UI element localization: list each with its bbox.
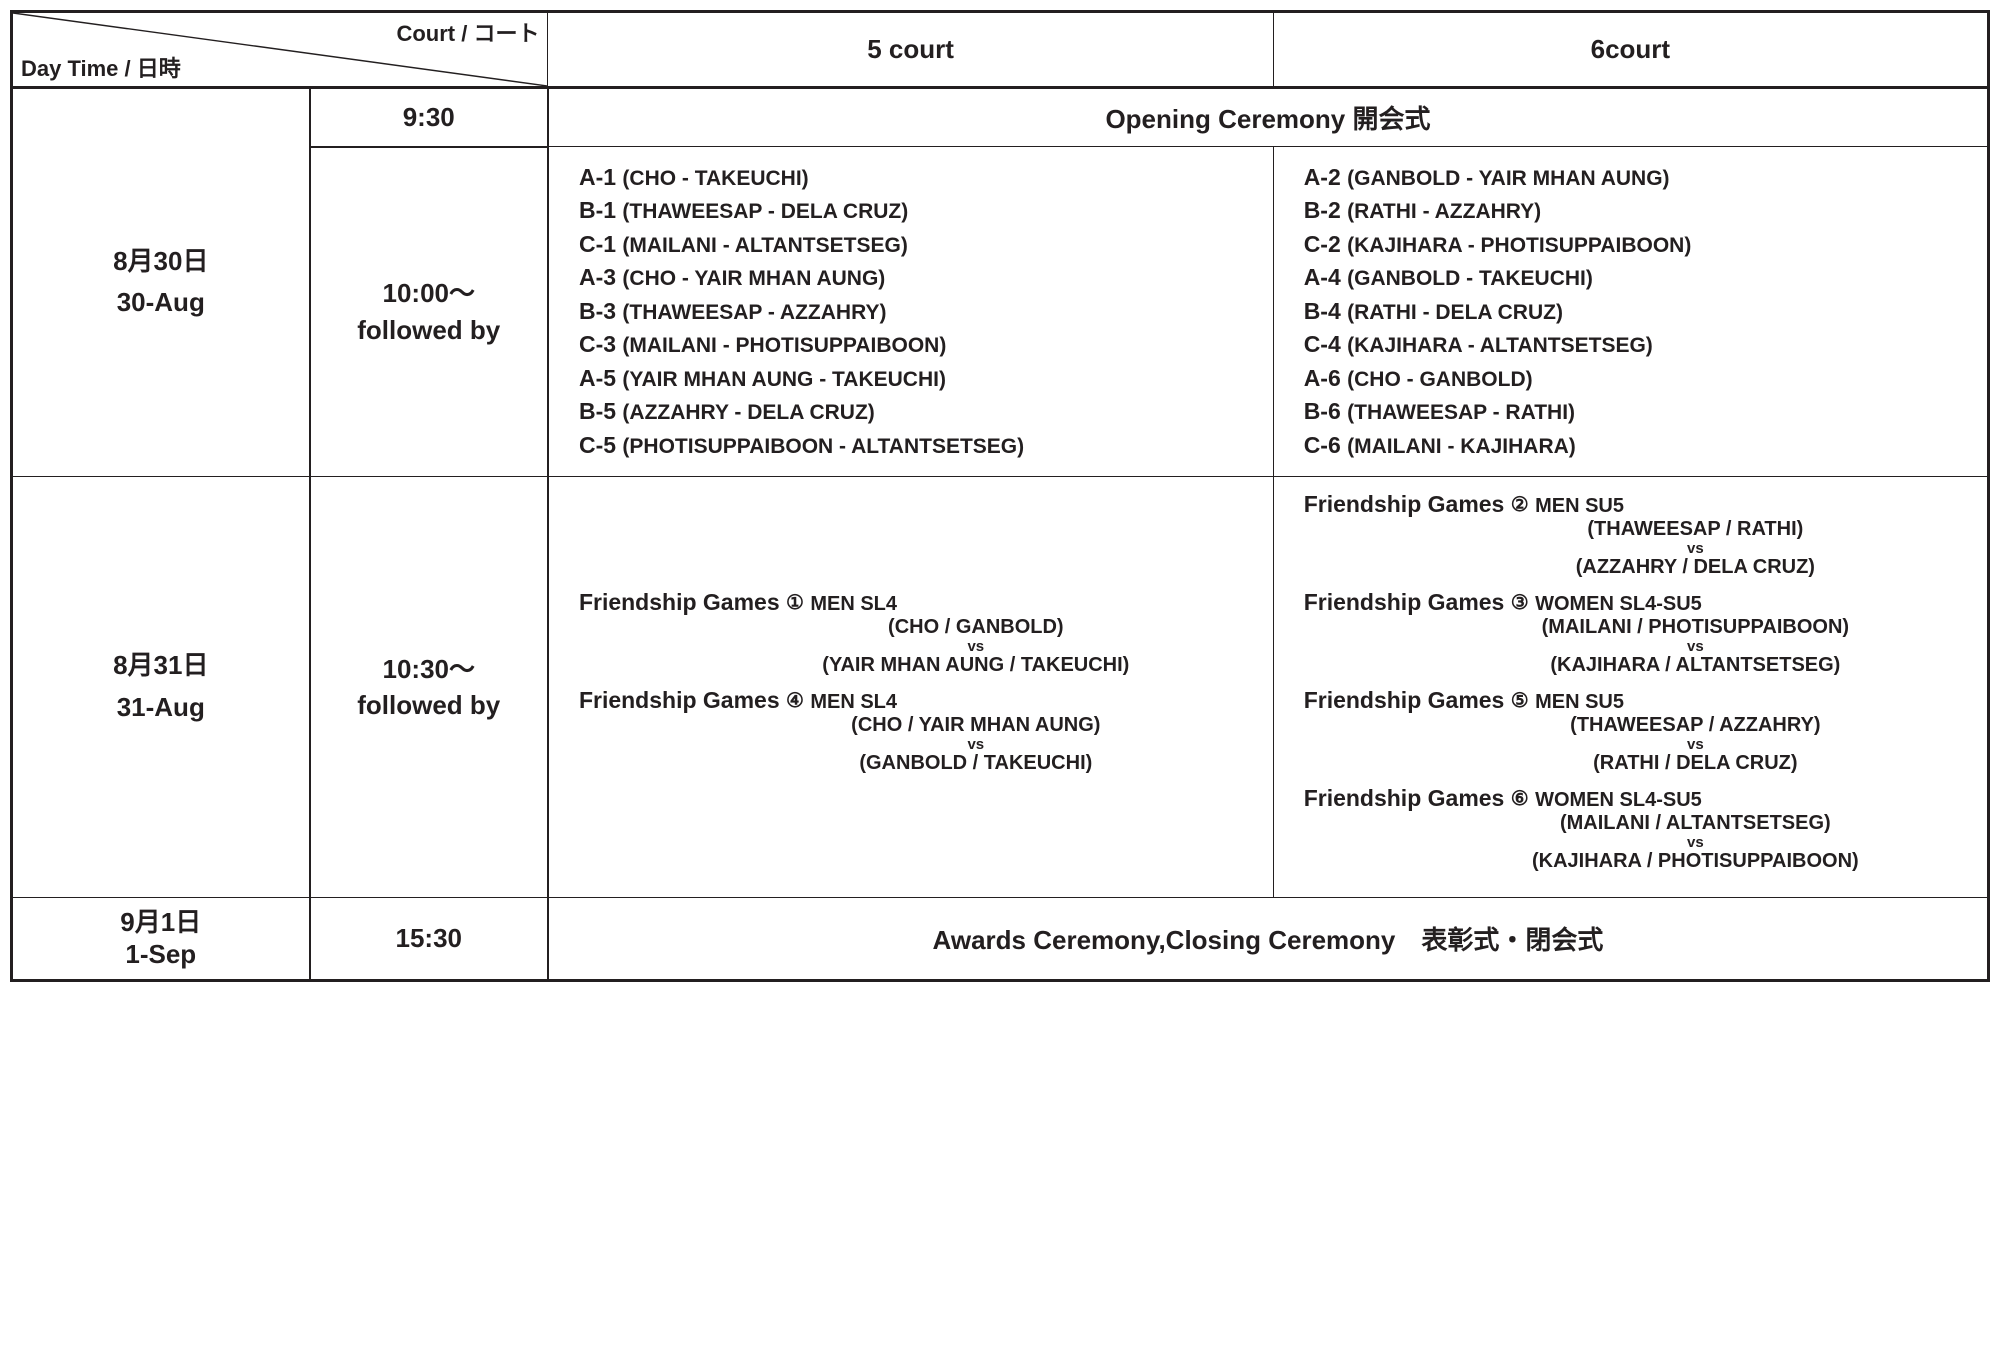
day1-date-en: 30-Aug [14, 282, 308, 324]
day3-date: 9月1日 1-Sep [12, 897, 310, 980]
match-line: A-4 (GANBOLD - TAKEUCHI) [1304, 261, 1977, 294]
day1-time1: 9:30 [310, 88, 548, 147]
fg-title: Friendship Games ⑤ MEN SU5 [1304, 687, 1977, 714]
match-line: C-2 (KAJIHARA - PHOTISUPPAIBOON) [1304, 228, 1977, 261]
match-line: C-5 (PHOTISUPPAIBOON - ALTANTSETSEG) [579, 429, 1263, 462]
fg-vs: vs [1304, 835, 1977, 850]
day2-row: 8月31日 31-Aug 10:30〜 followed by Friendsh… [12, 476, 1989, 897]
fg-team2: (KAJIHARA / PHOTISUPPAIBOON) [1304, 850, 1977, 873]
match-line: A-3 (CHO - YAIR MHAN AUNG) [579, 261, 1263, 294]
fg-title: Friendship Games ⑥ WOMEN SL4-SU5 [1304, 785, 1977, 812]
friendship-game: Friendship Games ① MEN SL4(CHO / GANBOLD… [579, 589, 1263, 677]
match-line: B-3 (THAWEESAP - AZZAHRY) [579, 295, 1263, 328]
friendship-game: Friendship Games ⑥ WOMEN SL4-SU5(MAILANI… [1304, 785, 1977, 873]
fg-team1: (THAWEESAP / AZZAHRY) [1304, 714, 1977, 737]
match-line: C-3 (MAILANI - PHOTISUPPAIBOON) [579, 328, 1263, 361]
day1-time2-l2: followed by [317, 312, 541, 348]
match-line: B-6 (THAWEESAP - RATHI) [1304, 395, 1977, 428]
day2-time-l2: followed by [317, 687, 541, 723]
match-line: A-6 (CHO - GANBOLD) [1304, 362, 1977, 395]
match-line: A-5 (YAIR MHAN AUNG - TAKEUCHI) [579, 362, 1263, 395]
fg-team1: (CHO / GANBOLD) [579, 616, 1263, 639]
match-line: C-1 (MAILANI - ALTANTSETSEG) [579, 228, 1263, 261]
fg-title: Friendship Games ③ WOMEN SL4-SU5 [1304, 589, 1977, 616]
match-line: B-1 (THAWEESAP - DELA CRUZ) [579, 194, 1263, 227]
match-line: C-4 (KAJIHARA - ALTANTSETSEG) [1304, 328, 1977, 361]
fg-team2: (AZZAHRY / DELA CRUZ) [1304, 556, 1977, 579]
opening-ceremony: Opening Ceremony 開会式 [548, 88, 1989, 147]
fg-vs: vs [579, 639, 1263, 654]
day3-date-en: 1-Sep [13, 938, 309, 971]
fg-title: Friendship Games ④ MEN SL4 [579, 687, 1263, 714]
friendship-game: Friendship Games ⑤ MEN SU5(THAWEESAP / A… [1304, 687, 1977, 775]
day2-date: 8月31日 31-Aug [12, 476, 310, 897]
fg-vs: vs [579, 737, 1263, 752]
day2-date-en: 31-Aug [14, 687, 308, 729]
day2-time: 10:30〜 followed by [310, 476, 548, 897]
day1-time2: 10:00〜 followed by [310, 147, 548, 477]
friendship-game: Friendship Games ③ WOMEN SL4-SU5(MAILANI… [1304, 589, 1977, 677]
day2-court6: Friendship Games ② MEN SU5(THAWEESAP / R… [1273, 476, 1988, 897]
fg-title: Friendship Games ② MEN SU5 [1304, 491, 1977, 518]
day3-row: 9月1日 1-Sep 15:30 Awards Ceremony,Closing… [12, 897, 1989, 980]
fg-vs: vs [1304, 541, 1977, 556]
day3-date-jp: 9月1日 [13, 906, 309, 939]
day1-time2-l1: 10:00〜 [317, 275, 541, 311]
match-line: B-2 (RATHI - AZZAHRY) [1304, 194, 1977, 227]
match-line: A-1 (CHO - TAKEUCHI) [579, 161, 1263, 194]
fg-team2: (GANBOLD / TAKEUCHI) [579, 752, 1263, 775]
day1-court6: A-2 (GANBOLD - YAIR MHAN AUNG)B-2 (RATHI… [1273, 147, 1988, 477]
fg-team2: (KAJIHARA / ALTANTSETSEG) [1304, 654, 1977, 677]
fg-team2: (YAIR MHAN AUNG / TAKEUCHI) [579, 654, 1263, 677]
day3-time: 15:30 [310, 897, 548, 980]
fg-team1: (MAILANI / ALTANTSETSEG) [1304, 812, 1977, 835]
fg-team1: (CHO / YAIR MHAN AUNG) [579, 714, 1263, 737]
match-line: C-6 (MAILANI - KAJIHARA) [1304, 429, 1977, 462]
schedule-table: Court / コート Day Time / 日時 5 court 6court… [10, 10, 1990, 982]
day1-row1: 8月30日 30-Aug 9:30 Opening Ceremony 開会式 [12, 88, 1989, 147]
header-court5: 5 court [548, 12, 1273, 88]
friendship-game: Friendship Games ④ MEN SL4(CHO / YAIR MH… [579, 687, 1263, 775]
diag-header-cell: Court / コート Day Time / 日時 [12, 12, 548, 88]
closing-ceremony: Awards Ceremony,Closing Ceremony 表彰式・閉会式 [548, 897, 1989, 980]
header-court6: 6court [1273, 12, 1988, 88]
fg-team1: (THAWEESAP / RATHI) [1304, 518, 1977, 541]
fg-team2: (RATHI / DELA CRUZ) [1304, 752, 1977, 775]
fg-vs: vs [1304, 639, 1977, 654]
fg-vs: vs [1304, 737, 1977, 752]
match-line: B-5 (AZZAHRY - DELA CRUZ) [579, 395, 1263, 428]
fg-team1: (MAILANI / PHOTISUPPAIBOON) [1304, 616, 1977, 639]
day1-date-jp: 8月30日 [14, 241, 308, 283]
match-line: A-2 (GANBOLD - YAIR MHAN AUNG) [1304, 161, 1977, 194]
day1-court5: A-1 (CHO - TAKEUCHI)B-1 (THAWEESAP - DEL… [548, 147, 1273, 477]
day2-time-l1: 10:30〜 [317, 651, 541, 687]
day1-date: 8月30日 30-Aug [12, 88, 310, 477]
fg-title: Friendship Games ① MEN SL4 [579, 589, 1263, 616]
day2-court5: Friendship Games ① MEN SL4(CHO / GANBOLD… [548, 476, 1273, 897]
day2-date-jp: 8月31日 [14, 645, 308, 687]
friendship-game: Friendship Games ② MEN SU5(THAWEESAP / R… [1304, 491, 1977, 579]
header-row: Court / コート Day Time / 日時 5 court 6court [12, 12, 1989, 88]
header-court-label: Court / コート [396, 16, 539, 48]
match-line: B-4 (RATHI - DELA CRUZ) [1304, 295, 1977, 328]
header-daytime-label: Day Time / 日時 [21, 51, 181, 83]
